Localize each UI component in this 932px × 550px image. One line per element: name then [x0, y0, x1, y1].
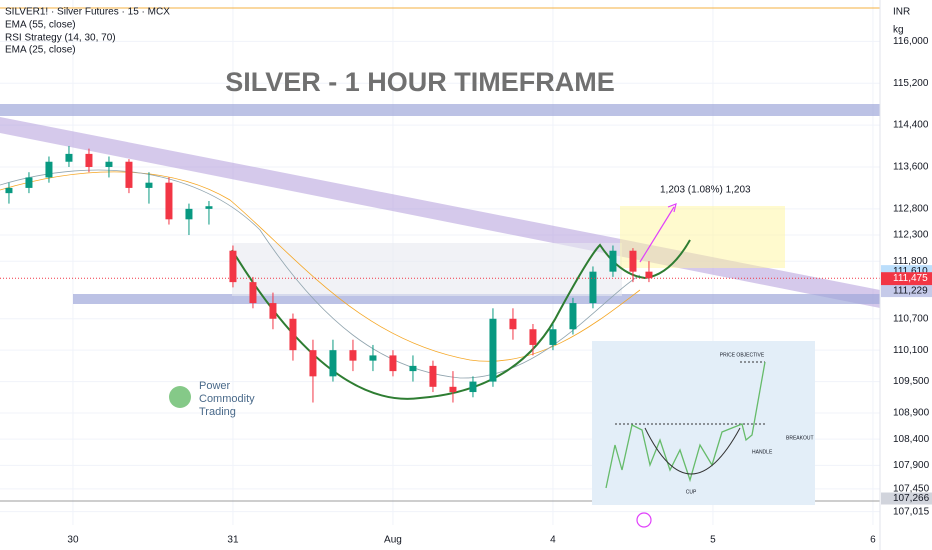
indicator: EMA (25, close) [5, 45, 76, 56]
inset-label: BREAKOUT [786, 435, 814, 441]
range-box [232, 243, 622, 296]
y-tick-label: 107,450 [893, 484, 930, 495]
y-tick-label: 108,900 [893, 408, 930, 419]
price-label-bg [881, 492, 932, 505]
price-label: 111,610 [893, 266, 928, 277]
candle-body [529, 329, 537, 345]
symbol: SILVER1! · Silver Futures · 15 · MCX [5, 7, 170, 18]
candle-body [509, 318, 517, 330]
y-tick-label: 116,000 [893, 36, 929, 47]
y-tick-label: 108,400 [893, 434, 930, 445]
logo: Power Commodity Trading [169, 380, 255, 418]
candle-body [429, 365, 437, 387]
candle-body [409, 365, 417, 372]
candle-body [125, 161, 133, 188]
event-icon[interactable] [636, 512, 652, 528]
y-tick-label: 107,015 [893, 506, 930, 517]
y-tick-label: 107,900 [893, 460, 930, 471]
candle-body [25, 177, 33, 188]
x-tick-label: 4 [550, 535, 556, 546]
arrow-head [667, 203, 677, 213]
inset-label: HANDLE [752, 449, 773, 455]
candle-body [469, 381, 477, 393]
candle-body [185, 208, 193, 220]
time-axis [0, 525, 932, 550]
inset: PRICE OBJECTIVE BREAKOUT HANDLE CUP [592, 341, 815, 505]
candle-body [145, 182, 153, 188]
y-tick-label: 110,100 [893, 345, 929, 356]
target-arrow [639, 206, 675, 263]
support-band [73, 294, 880, 304]
candle-body [645, 271, 653, 279]
candle-body [269, 303, 277, 319]
unit: kg [893, 25, 904, 36]
y-tick-label: 112,800 [893, 203, 929, 214]
target-box [620, 206, 785, 268]
y-tick-label: 110,700 [893, 313, 929, 324]
candle-body [549, 329, 557, 345]
candle-body [609, 250, 617, 272]
indicator: EMA (55, close) [5, 20, 76, 31]
y-tick-label: 111,800 [893, 256, 928, 267]
inset-cup [644, 427, 741, 475]
candle-body [629, 250, 637, 272]
candle-body [449, 386, 457, 393]
price-label-bg [881, 285, 932, 298]
resistance-band [0, 104, 880, 116]
y-tick-label: 114,400 [893, 120, 929, 131]
x-tick-label: 30 [67, 535, 79, 546]
candle-body [45, 161, 53, 178]
candle-body [489, 318, 497, 382]
y-tick-label: 109,500 [893, 376, 930, 387]
candle-body [389, 355, 397, 372]
candle-body [309, 350, 317, 377]
y-tick-label: 112,300 [893, 230, 929, 241]
inset-label: CUP [686, 489, 697, 495]
ema-25 [0, 169, 641, 379]
inset-pattern [605, 361, 766, 489]
candle-body [289, 318, 297, 351]
x-tick-label: 6 [870, 535, 876, 546]
x-tick-label: 31 [227, 535, 239, 546]
logo-text: Power [199, 380, 231, 392]
candle-body [165, 182, 173, 220]
price-label: 107,266 [893, 493, 930, 504]
logo-icon [169, 386, 191, 408]
cup-curve [231, 239, 691, 400]
candle-body [369, 355, 377, 361]
y-tick-label: 115,200 [893, 78, 929, 89]
candle-body [349, 350, 357, 361]
candle-body [5, 187, 13, 194]
annotation: 1,203 (1.08%) 1,203 [660, 185, 751, 196]
chart-title: SILVER - 1 HOUR TIMEFRAME [225, 67, 615, 97]
candle-body [229, 250, 237, 283]
candle-body [105, 161, 113, 167]
x-tick-label: 5 [710, 535, 716, 546]
candle-body [569, 303, 577, 330]
inset-bg [592, 341, 815, 505]
x-tick-label: Aug [384, 535, 402, 546]
candle-body [65, 153, 73, 162]
logo-text: Commodity [199, 393, 255, 405]
inset-label: PRICE OBJECTIVE [720, 352, 765, 358]
candle-body [85, 153, 93, 167]
candle-body [329, 350, 337, 377]
price-label: 111,475 [893, 273, 928, 284]
price-label: 111,229 [893, 286, 928, 297]
logo-text: Trading [199, 406, 236, 418]
currency: INR [893, 7, 910, 18]
candle-body [249, 282, 257, 304]
candle-body [589, 271, 597, 304]
y-tick-label: 113,600 [893, 162, 929, 173]
candle-body [205, 206, 213, 209]
indicator: RSI Strategy (14, 30, 70) [5, 33, 116, 44]
